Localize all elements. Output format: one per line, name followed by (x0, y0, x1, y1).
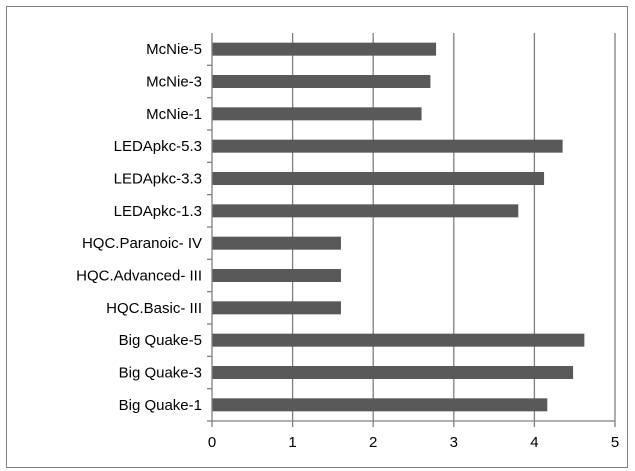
x-tick-label: 4 (530, 434, 538, 451)
bar (212, 269, 341, 282)
category-label: Big Quake-3 (119, 365, 202, 382)
x-tick-label: 3 (450, 434, 458, 451)
bar (212, 42, 437, 56)
category-label: Big Quake-1 (119, 397, 202, 414)
x-tick-label: 0 (208, 434, 216, 451)
category-label: McNie-5 (146, 41, 202, 58)
bar (212, 107, 422, 121)
category-label: McNie-1 (146, 106, 202, 123)
category-label: Big Quake-5 (119, 332, 202, 349)
category-label: LEDApkc-1.3 (114, 203, 202, 220)
bar (212, 75, 431, 88)
category-label: McNie-3 (146, 74, 202, 91)
bar (212, 204, 519, 218)
bar (212, 139, 563, 153)
x-tick-label: 1 (288, 434, 296, 451)
bar (212, 236, 341, 250)
x-tick-label: 2 (369, 434, 377, 451)
bar (212, 366, 574, 379)
bar (212, 333, 585, 347)
bar (212, 398, 548, 412)
category-label: LEDApkc-3.3 (114, 171, 202, 188)
category-label: HQC.Basic- III (106, 300, 202, 317)
x-tick-label: 5 (611, 434, 619, 451)
bar (212, 301, 341, 315)
category-label: HQC.Paranoic- IV (82, 235, 202, 252)
category-label: LEDApkc-5.3 (114, 138, 202, 155)
bar (212, 172, 545, 185)
category-label: HQC.Advanced- III (76, 268, 202, 285)
